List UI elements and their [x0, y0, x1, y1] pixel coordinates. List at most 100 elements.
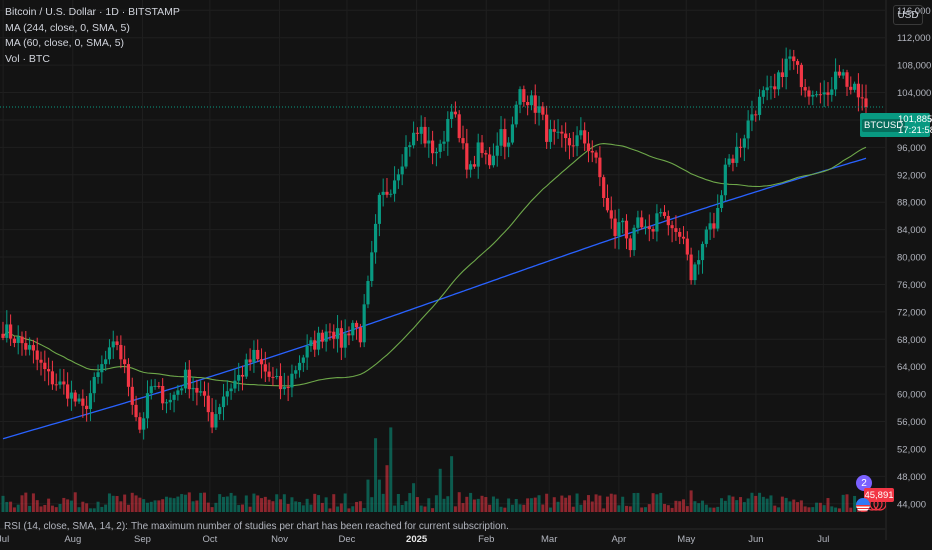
candle-body	[206, 395, 210, 413]
candle-body	[491, 155, 496, 166]
y-tick-label: 68,000	[897, 335, 926, 346]
candle-body	[662, 212, 667, 216]
volume-bar	[317, 495, 321, 512]
candle-body	[476, 142, 480, 167]
volume-bar	[5, 501, 9, 512]
candle-body	[202, 391, 207, 396]
candle-body	[373, 223, 378, 253]
candle-body	[666, 215, 670, 226]
volume-bar	[488, 504, 492, 512]
volume-bar	[210, 507, 214, 512]
volume-bar	[343, 493, 347, 512]
candle-body	[803, 87, 807, 91]
volume-bar	[815, 502, 819, 512]
candle-body	[624, 220, 629, 239]
volume-bar	[73, 492, 77, 512]
candle-body	[157, 385, 161, 387]
volume-bar	[54, 507, 58, 512]
volume-bar	[396, 494, 400, 512]
volume-bar	[123, 494, 127, 512]
volume-bar	[834, 507, 838, 512]
candle-body	[43, 362, 47, 370]
candle-body	[678, 231, 682, 237]
candle-body	[5, 324, 9, 338]
candle-body	[286, 386, 290, 388]
volume-bar	[286, 504, 290, 512]
candle-body	[142, 418, 146, 430]
candle-body	[115, 341, 119, 345]
volume-bar	[503, 507, 507, 512]
volume-bar	[659, 492, 663, 512]
volume-bar	[552, 497, 556, 512]
candle-body	[792, 56, 796, 62]
volume-bar	[225, 496, 229, 512]
volume-bar	[164, 496, 168, 512]
volume-bar	[514, 498, 518, 512]
candle-body	[480, 142, 484, 154]
symbol-title[interactable]: Bitcoin / U.S. Dollar · 1D · BITSTAMP	[5, 6, 180, 18]
candle-body	[518, 89, 522, 105]
volume-bar	[769, 495, 773, 512]
candle-body	[9, 324, 13, 339]
us-flag-icon[interactable]	[856, 498, 870, 512]
volume-bar	[362, 508, 366, 512]
volume-bar	[529, 498, 533, 512]
candle-body	[548, 129, 553, 142]
x-tick-label: Jun	[748, 534, 763, 545]
candle-body	[248, 359, 252, 363]
time-axis: Jul Aug Sep Oct Nov Dec 2025 Feb Mar Apr May Jun Jul	[0, 528, 885, 545]
candle-body	[252, 349, 256, 363]
candle-body	[556, 131, 560, 133]
candle-body	[362, 304, 366, 343]
volume-bar	[176, 496, 180, 512]
candle-body	[81, 398, 85, 406]
rsi-message: The maximum number of studies per chart …	[130, 521, 509, 532]
volume-bar	[229, 492, 233, 512]
volume-bar	[575, 493, 579, 512]
candle-body	[712, 223, 716, 229]
candle-body	[66, 384, 70, 399]
candle-body	[294, 370, 298, 374]
candle-body	[735, 146, 739, 163]
candle-body	[107, 347, 112, 360]
volume-bar	[628, 506, 632, 512]
volume-value-tag: 45,891	[864, 488, 894, 502]
currency-button[interactable]: USD	[893, 5, 923, 25]
candle-body	[263, 364, 267, 372]
candle-body	[700, 243, 705, 261]
ma-244-label[interactable]: MA (244, close, 0, SMA, 5)	[5, 21, 130, 34]
volume-bar	[651, 493, 655, 512]
candle-body	[275, 375, 279, 378]
candle-body	[510, 124, 515, 143]
volume-bar	[332, 494, 336, 512]
candle-body	[628, 238, 632, 251]
price-tag-timer: 17:21:58	[898, 125, 932, 136]
volume-bar	[142, 499, 146, 512]
price-tag-symbol: BTCUSD	[862, 119, 906, 132]
rsi-study-note: RSI (14, close, SMA, 14, 2): The maximum …	[4, 521, 512, 532]
candle-body	[88, 393, 93, 410]
candle-body	[727, 158, 731, 165]
volume-bar	[104, 504, 108, 512]
candle-body	[776, 72, 781, 90]
candle-body	[499, 129, 503, 146]
ma-60-label[interactable]: MA (60, close, 0, SMA, 5)	[5, 37, 125, 49]
volume-label[interactable]: Vol · BTC	[5, 52, 50, 65]
volume-bar	[811, 507, 815, 512]
candle-body	[773, 86, 777, 90]
y-tick-label: 76,000	[897, 280, 926, 291]
volume-bar	[130, 492, 134, 512]
volume-bar	[720, 498, 724, 512]
volume-bar	[374, 438, 378, 512]
y-tick-label: 56,000	[897, 417, 926, 428]
candle-body	[12, 338, 17, 343]
volume-bar	[88, 508, 92, 512]
volume-bar	[438, 468, 442, 512]
event-marker-icon[interactable]: 2	[856, 475, 872, 491]
volume-bar	[841, 494, 845, 512]
candle-body	[180, 388, 184, 391]
candle-body	[396, 174, 400, 181]
volume-bar	[545, 493, 549, 512]
candle-body	[564, 133, 568, 139]
